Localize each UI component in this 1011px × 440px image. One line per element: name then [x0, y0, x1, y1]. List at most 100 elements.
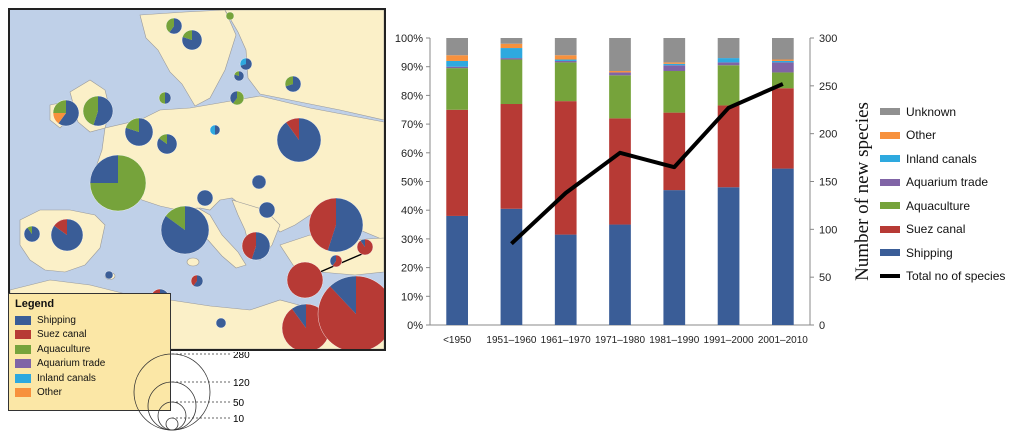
stacked-bar-chart: 0% 10% 20% 30% 40% 50% 60% 70% 80% 90% 100% 0 50 100 1… [395, 33, 873, 346]
map-pie-slice [230, 91, 237, 104]
chart-legend-label: Inland canals [906, 151, 977, 166]
chart-legend-label: Unknown [906, 104, 957, 119]
chart-legend-item: Other [880, 124, 1008, 148]
bar-segment [446, 109, 468, 216]
legend-swatch [15, 330, 31, 340]
bar-segment [663, 71, 686, 113]
legend-item: Shipping [15, 313, 164, 328]
map-legend: Legend Shipping Suez canal Aquaculture Aqua… [8, 293, 171, 411]
bar-segment [772, 59, 794, 61]
map-pie-outline [23, 225, 41, 243]
y-tick-label-left: 20% [401, 263, 423, 275]
bar-segment [772, 62, 794, 73]
map-pie-slice [286, 118, 299, 140]
map-pie [215, 317, 227, 329]
y-tick-label-right: 50 [819, 272, 831, 284]
bar-segment [717, 62, 740, 66]
x-tick-label: 2001–2010 [758, 335, 808, 346]
map-pie-outline [181, 29, 203, 51]
chart-legend-label: Aquarium trade [906, 175, 989, 190]
x-tick-label: 1971–1980 [595, 335, 645, 346]
size-label-280: 280 [233, 352, 250, 361]
legend-swatch [15, 373, 31, 383]
x-tick-label: 1951–1960 [486, 335, 536, 346]
map-pie-slice [309, 198, 336, 251]
map-pie-slice [105, 271, 113, 279]
chart-legend-label: Shipping [906, 245, 953, 260]
bar-segment [717, 105, 740, 188]
chart-legend: Unknown Other Inland canals Aquarium trade A… [880, 100, 1008, 288]
map-pie-slice [291, 304, 306, 328]
map-pie [104, 270, 114, 280]
bar-segment [500, 104, 523, 209]
bar-segment [717, 65, 740, 106]
map-pie [241, 231, 271, 261]
map-pie-slice [259, 202, 275, 218]
chart-legend-swatch [880, 225, 900, 233]
map-pie-slice [210, 125, 215, 135]
bar-segment [772, 88, 794, 169]
bar-segment [609, 71, 631, 73]
map-pie [52, 99, 80, 127]
land-scandinavia [139, 10, 237, 107]
bar-segment [609, 118, 631, 225]
legend-swatch [15, 359, 31, 369]
y-tick-label-left: 0% [407, 320, 423, 332]
y-tick-label-right: 200 [819, 129, 837, 141]
map-pie-slice [241, 232, 256, 260]
bar-segment [446, 38, 468, 56]
size-label-120: 120 [233, 378, 250, 389]
map-pie [239, 57, 253, 71]
bar-segment [554, 38, 577, 56]
bar-segment [554, 62, 577, 102]
size-label-10: 10 [233, 414, 245, 425]
map-pie-slice [327, 198, 363, 252]
legend-item: Inland canals [15, 371, 164, 386]
map-pie-slice [165, 206, 185, 230]
y-axis-label-right: Number of new species [852, 102, 873, 281]
map-pie-slice [240, 58, 246, 66]
map-pie-slice [191, 275, 197, 286]
map-pie [317, 275, 384, 349]
map-pie-outline [356, 238, 374, 256]
chart-legend-swatch [880, 202, 900, 210]
legend-title: Legend [15, 298, 55, 310]
bar-segment [609, 72, 631, 76]
bar-segment [446, 55, 468, 61]
map-pie-slice [215, 125, 220, 135]
y-tick-label-left: 90% [401, 62, 423, 74]
map-pie-slice [285, 76, 301, 92]
land-island [186, 257, 200, 267]
x-tick-label: 1981–1990 [649, 335, 699, 346]
map-pie [308, 197, 364, 253]
y-tick-label-right: 300 [819, 33, 837, 45]
y-tick-label-left: 100% [395, 33, 423, 45]
map-pie-slice [193, 275, 203, 287]
map-pie-slice [58, 100, 80, 126]
chart-legend-item: Unknown [880, 100, 1008, 124]
map-pie [165, 17, 183, 35]
map-pie-slice [158, 134, 167, 144]
map-pie-slice [83, 96, 98, 126]
map-pie-slice [232, 91, 245, 105]
map-pie [329, 254, 343, 268]
y-tick-label-right: 150 [819, 177, 837, 189]
chart-legend-swatch [880, 274, 900, 279]
map-pie [356, 238, 374, 256]
y-tick-label-left: 60% [401, 148, 423, 160]
map-pie-slice [330, 255, 336, 266]
map-pie-slice [329, 276, 356, 314]
chart-legend-label: Suez canal [906, 222, 966, 237]
map-pie [229, 90, 245, 106]
chart-legend-swatch [880, 249, 900, 257]
map-pie-slice [54, 219, 67, 235]
bar-segment [446, 60, 468, 67]
bar-segment [500, 59, 523, 105]
map-pie-outline [160, 205, 210, 255]
map-pie-slice [332, 255, 343, 268]
map-pie-outline [225, 11, 235, 21]
chart-legend-label: Other [906, 128, 937, 143]
map-pie-slice [197, 190, 213, 206]
bar-segment [772, 168, 794, 325]
map-pie-outline [308, 197, 364, 253]
